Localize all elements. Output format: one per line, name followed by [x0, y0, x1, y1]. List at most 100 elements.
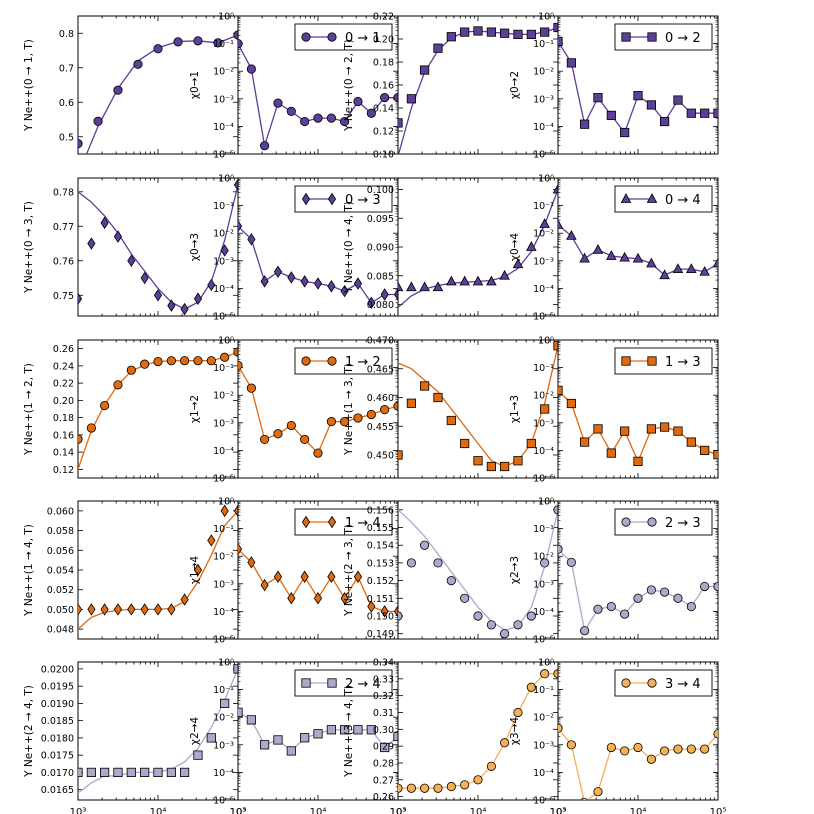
data-point — [366, 725, 376, 735]
y-tick-label: 10⁰ — [218, 497, 234, 508]
y-tick-label: 10⁻¹ — [213, 201, 234, 212]
y-tick-label: 0.470 — [367, 336, 394, 347]
data-point — [207, 534, 216, 547]
y-axis-label: χ2→4 — [189, 717, 201, 746]
data-point — [173, 37, 183, 47]
data-point — [566, 58, 576, 68]
data-point — [558, 219, 564, 229]
data-point — [133, 59, 143, 69]
data-point — [353, 570, 363, 583]
data-point — [78, 603, 83, 616]
panel-0: 0.5 0.6 0.7 0.8 Υ Ne++(0 → 1, T) — [23, 15, 239, 155]
data-point — [566, 740, 576, 750]
y-tick-label: 0.450 — [367, 451, 394, 462]
data-point — [633, 91, 643, 101]
data-point — [340, 592, 349, 605]
data-point — [99, 400, 110, 411]
y-tick-label: 0.460 — [367, 393, 394, 404]
y-tick-label: 0.153 — [367, 558, 394, 569]
y-tick-label: 0.100 — [367, 185, 394, 196]
series-line — [558, 727, 718, 800]
data-point — [686, 744, 696, 754]
y-tick-label: 0.18 — [53, 413, 74, 424]
data-point — [686, 108, 696, 118]
data-point — [486, 461, 496, 472]
y-tick-label: 0.465 — [367, 364, 394, 375]
legend: 1 → 3 — [614, 347, 713, 375]
data-point — [486, 27, 496, 37]
y-axis-label: Υ Ne++(3 → 4, T) — [343, 685, 355, 778]
y-tick-label: 0.20 — [373, 35, 394, 46]
data-point — [380, 742, 390, 753]
data-point — [113, 380, 123, 390]
data-point — [460, 593, 470, 603]
y-tick-label: 0.18 — [373, 58, 394, 69]
data-point — [113, 767, 123, 778]
axes-frame — [77, 15, 239, 155]
panel-3: 10⁻⁵ 10⁻⁴ 10⁻³ 10⁻² 10⁻¹ 10⁰ χ0→2 0 → 2 — [509, 12, 719, 161]
data-point — [233, 347, 238, 357]
data-point — [566, 398, 576, 409]
data-point — [193, 563, 203, 577]
data-point — [606, 250, 617, 260]
data-point — [273, 98, 283, 108]
data-point — [398, 450, 403, 460]
y-tick-label: 10⁻¹ — [213, 39, 234, 50]
legend-label: 2 → 3 — [665, 516, 701, 531]
legend-marker — [621, 32, 631, 42]
legend: 0 → 4 — [614, 185, 713, 213]
panel-10: 0.450 0.455 0.460 0.465 0.470 Υ Ne++(1 → 3, T… — [343, 336, 559, 479]
data-point — [473, 456, 483, 466]
y-tick-label: 10⁻² — [213, 391, 234, 402]
y-axis-label: Υ Ne++(1 → 4, T) — [23, 524, 35, 617]
legend-label: 1 → 2 — [345, 355, 381, 370]
y-tick-label: 0.12 — [373, 127, 394, 138]
data-point — [713, 108, 718, 118]
panel-1: 10⁻⁵ 10⁻⁴ 10⁻³ 10⁻² 10⁻¹ 10⁰ χ0→1 0 → 1 — [189, 12, 399, 161]
data-point — [620, 127, 630, 138]
series-line — [238, 225, 398, 304]
data-point — [140, 767, 150, 778]
data-point — [632, 252, 644, 263]
y-tick-label: 0.149 — [367, 629, 394, 640]
y-axis-label: Υ Ne++(0 → 2, T) — [343, 39, 355, 132]
data-point — [313, 729, 323, 739]
y-tick-label: 10⁰ — [538, 497, 554, 508]
y-tick-label: 0.26 — [373, 792, 394, 803]
data-point — [513, 707, 523, 718]
data-point — [713, 729, 718, 739]
y-tick-label: 0.22 — [373, 12, 394, 23]
y-tick-label: 10⁻² — [533, 552, 554, 563]
data-point — [486, 275, 497, 286]
y-tick-label: 10⁰ — [218, 336, 234, 347]
y-tick-label: 10⁻⁵ — [533, 312, 554, 323]
y-tick-label: 10⁻⁴ — [213, 607, 234, 618]
x-tick-label: 10⁴ — [470, 807, 487, 814]
y-tick-label: 10⁻³ — [533, 256, 554, 267]
y-axis-label: χ1→4 — [189, 556, 201, 585]
panel-12: 0.048 0.050 0.052 0.054 0.056 0.058 0.060 Υ Ne+… — [23, 500, 239, 640]
data-point — [579, 626, 590, 636]
y-tick-label: 10⁻¹ — [213, 524, 234, 535]
y-tick-label: 10⁻⁴ — [533, 768, 554, 779]
y-tick-label: 0.32 — [373, 691, 394, 702]
data-point — [606, 742, 616, 753]
y-tick-label: 10⁻² — [533, 713, 554, 724]
data-point — [339, 725, 350, 735]
legend: 1 → 2 — [294, 347, 393, 375]
x-tick-label: 10⁵ — [710, 807, 727, 814]
panel-6: 0.080 0.085 0.090 0.095 0.100 Υ Ne++(0 → 4, T… — [343, 177, 559, 317]
data-point — [233, 30, 238, 40]
data-point — [699, 265, 710, 276]
y-tick-label: 10⁻² — [213, 229, 234, 240]
data-point — [166, 767, 176, 778]
y-tick-label: 0.152 — [367, 576, 394, 587]
data-point — [126, 365, 136, 375]
data-point — [140, 271, 149, 285]
data-point — [179, 767, 190, 778]
data-point — [406, 398, 416, 408]
data-point — [100, 216, 109, 230]
data-point — [393, 288, 398, 301]
data-point — [686, 601, 696, 612]
data-point — [558, 385, 563, 395]
